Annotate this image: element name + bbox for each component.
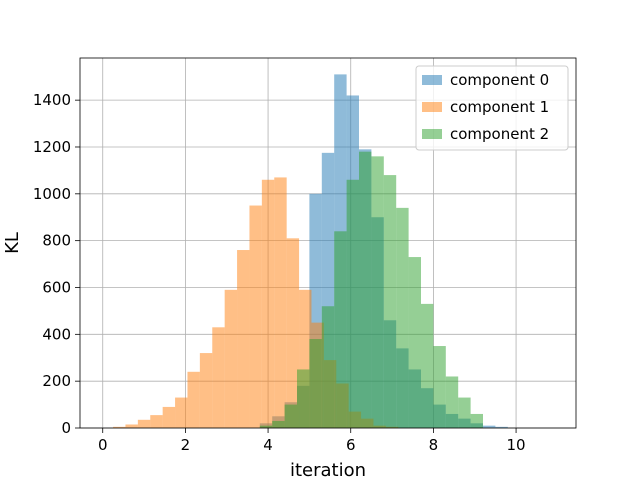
x-tick-label: 4	[263, 436, 273, 454]
legend-entry-label: component 1	[450, 98, 549, 116]
bar-component-2	[445, 376, 459, 428]
bar-component-1	[199, 353, 213, 428]
y-tick-label: 1000	[33, 185, 71, 203]
x-tick-label: 10	[507, 436, 526, 454]
bar-component-2	[259, 425, 273, 428]
bar-component-2	[421, 303, 434, 428]
bar-component-2	[433, 346, 446, 428]
bar-component-1	[150, 415, 163, 428]
y-tick-label: 1200	[33, 138, 71, 156]
bar-component-2	[284, 404, 297, 428]
legend-swatch	[422, 129, 442, 139]
bar-component-2	[346, 179, 359, 428]
x-axis-label: iteration	[290, 460, 366, 480]
bar-component-2	[458, 397, 471, 428]
legend-entry-label: component 0	[450, 71, 549, 89]
x-tick-label: 8	[429, 436, 439, 454]
bar-component-2	[408, 257, 421, 428]
bar-component-2	[309, 339, 322, 428]
bar-component-2	[383, 175, 397, 428]
y-axis-label: KL	[2, 232, 23, 254]
bar-component-1	[212, 327, 225, 428]
y-axis-ticks: 0 200 400 600 800 1000 1200 1400	[33, 91, 80, 437]
legend: component 0 component 1 component 2	[415, 65, 569, 151]
x-axis-ticks: 0 2 4 6 8 10	[98, 428, 526, 454]
bar-component-1	[286, 238, 300, 428]
x-tick-label: 2	[181, 436, 191, 454]
x-tick-label: 0	[98, 436, 108, 454]
bar-component-1	[175, 397, 188, 428]
plot-frame	[79, 57, 577, 429]
bar-component-1	[249, 205, 262, 428]
y-tick-label: 200	[42, 372, 71, 390]
legend-swatch	[422, 102, 442, 112]
bar-component-1	[187, 371, 200, 428]
bar-component-0	[483, 425, 496, 428]
bar-component-2	[321, 306, 335, 428]
bar-component-1	[237, 250, 250, 428]
bar-component-2	[272, 420, 285, 428]
y-tick-label: 0	[61, 419, 71, 437]
bar-component-2	[371, 156, 384, 428]
bar-component-1	[125, 424, 138, 428]
bar-component-2	[396, 207, 409, 428]
bar-component-1	[224, 289, 238, 428]
legend-frame	[415, 65, 569, 151]
histogram-bars	[113, 74, 508, 429]
y-tick-label: 400	[42, 325, 71, 343]
bar-component-0	[495, 426, 508, 428]
y-tick-label: 1400	[33, 91, 71, 109]
bar-component-2	[297, 369, 310, 428]
bar-component-1	[113, 426, 126, 428]
y-tick-label: 600	[42, 278, 71, 296]
bar-component-2	[359, 151, 372, 428]
bar-component-1	[137, 419, 151, 428]
y-tick-label: 800	[42, 232, 71, 250]
bar-component-2	[470, 413, 483, 428]
bar-component-2	[334, 231, 347, 428]
bar-component-1	[261, 179, 275, 428]
legend-entry-label: component 2	[450, 125, 549, 143]
bar-component-1	[162, 406, 176, 428]
bar-component-1	[274, 177, 287, 428]
legend-swatch	[422, 75, 442, 85]
x-tick-label: 6	[346, 436, 356, 454]
